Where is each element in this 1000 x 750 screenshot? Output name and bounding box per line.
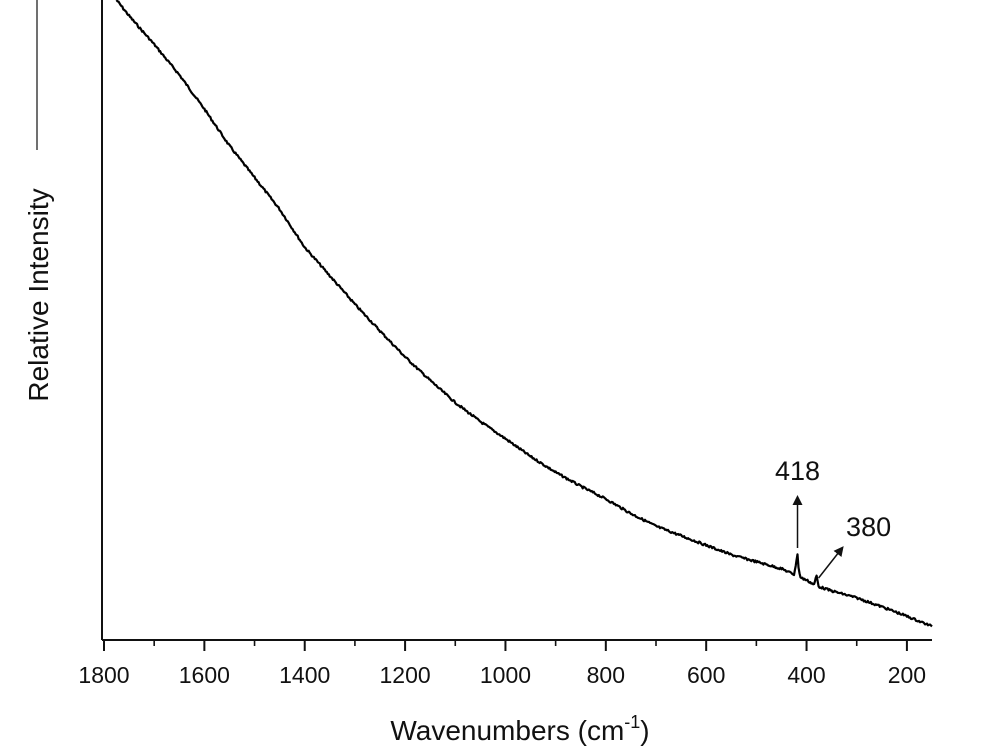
x-axis-title: Wavenumbers (cm-1) <box>390 712 649 746</box>
x-tick-label: 800 <box>587 662 625 688</box>
x-axis-title-close: ) <box>640 715 649 746</box>
y-axis-title: Relative Intensity <box>23 188 54 401</box>
x-axis-title-superscript: -1 <box>624 712 640 732</box>
x-tick-label: 600 <box>687 662 725 688</box>
peak-annotations: 418 380 <box>775 456 891 579</box>
x-tick-label: 1800 <box>78 662 129 688</box>
x-axis-ticks <box>103 640 908 651</box>
x-axis-tick-labels: 1800 1600 1400 1200 1000 800 600 400 200 <box>78 662 926 688</box>
x-tick-label: 1400 <box>279 662 330 688</box>
peak-label-418: 418 <box>775 456 820 486</box>
x-tick-label: 400 <box>787 662 825 688</box>
x-tick-label: 200 <box>888 662 926 688</box>
peak-label-380: 380 <box>846 512 891 542</box>
x-tick-label: 1600 <box>179 662 230 688</box>
peak-arrow-380 <box>817 546 844 579</box>
x-axis-title-main: Wavenumbers (cm <box>390 715 624 746</box>
x-tick-label: 1200 <box>380 662 431 688</box>
x-tick-label: 1000 <box>480 662 531 688</box>
spectrum-line <box>115 0 933 628</box>
